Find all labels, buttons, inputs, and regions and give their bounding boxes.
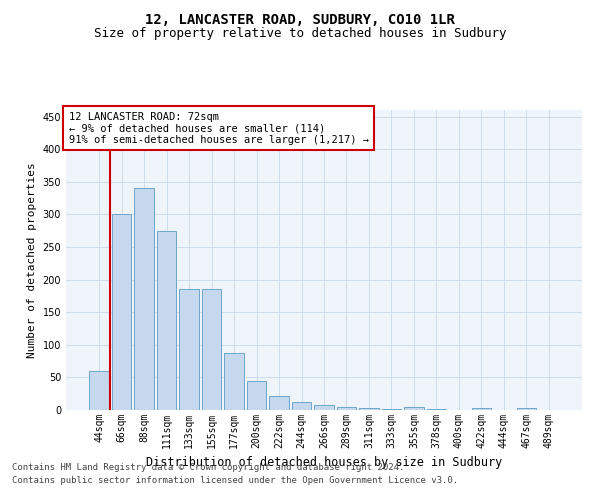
Bar	[472, 408, 491, 410]
Y-axis label: Number of detached properties: Number of detached properties	[27, 162, 37, 358]
Bar	[134, 188, 154, 410]
Bar	[517, 408, 536, 410]
Text: Contains public sector information licensed under the Open Government Licence v3: Contains public sector information licen…	[12, 476, 458, 485]
Text: Size of property relative to detached houses in Sudbury: Size of property relative to detached ho…	[94, 28, 506, 40]
Bar	[157, 230, 176, 410]
Bar	[337, 406, 356, 410]
Bar	[247, 380, 266, 410]
Bar	[112, 214, 131, 410]
Text: 12, LANCASTER ROAD, SUDBURY, CO10 1LR: 12, LANCASTER ROAD, SUDBURY, CO10 1LR	[145, 12, 455, 26]
Bar	[427, 408, 446, 410]
Bar	[224, 352, 244, 410]
Bar	[292, 402, 311, 410]
Bar	[404, 406, 424, 410]
X-axis label: Distribution of detached houses by size in Sudbury: Distribution of detached houses by size …	[146, 456, 502, 469]
Bar	[382, 408, 401, 410]
Bar	[359, 408, 379, 410]
Bar	[179, 290, 199, 410]
Text: Contains HM Land Registry data © Crown copyright and database right 2024.: Contains HM Land Registry data © Crown c…	[12, 464, 404, 472]
Text: 12 LANCASTER ROAD: 72sqm
← 9% of detached houses are smaller (114)
91% of semi-d: 12 LANCASTER ROAD: 72sqm ← 9% of detache…	[68, 112, 368, 144]
Bar	[314, 405, 334, 410]
Bar	[202, 290, 221, 410]
Bar	[269, 396, 289, 410]
Bar	[89, 371, 109, 410]
